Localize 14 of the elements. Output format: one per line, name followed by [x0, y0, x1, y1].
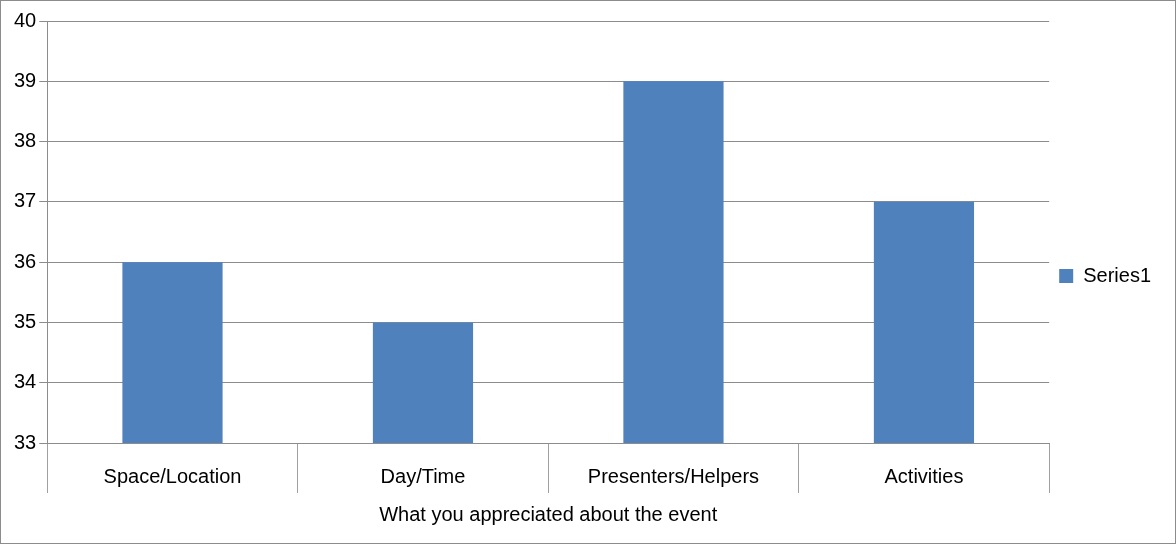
y-tick-label: 37 — [14, 189, 37, 212]
y-tick-label: 34 — [14, 370, 37, 393]
x-tick-label: Space/Location — [103, 464, 242, 487]
y-tick-label: 38 — [14, 129, 37, 152]
x-tick-label: Presenters/Helpers — [587, 464, 760, 487]
legend-label: Series1 — [1083, 263, 1151, 286]
x-tick-label: Day/Time — [380, 464, 466, 487]
y-tick-label: 36 — [14, 249, 37, 272]
x-axis-title: What you appreciated about the event — [379, 502, 718, 525]
y-tick-label: 39 — [14, 68, 37, 91]
y-tick-label: 33 — [14, 430, 37, 453]
y-tick-label: 35 — [14, 309, 37, 332]
x-tick-label: Activities — [884, 464, 964, 487]
y-tick-label: 40 — [14, 8, 37, 31]
